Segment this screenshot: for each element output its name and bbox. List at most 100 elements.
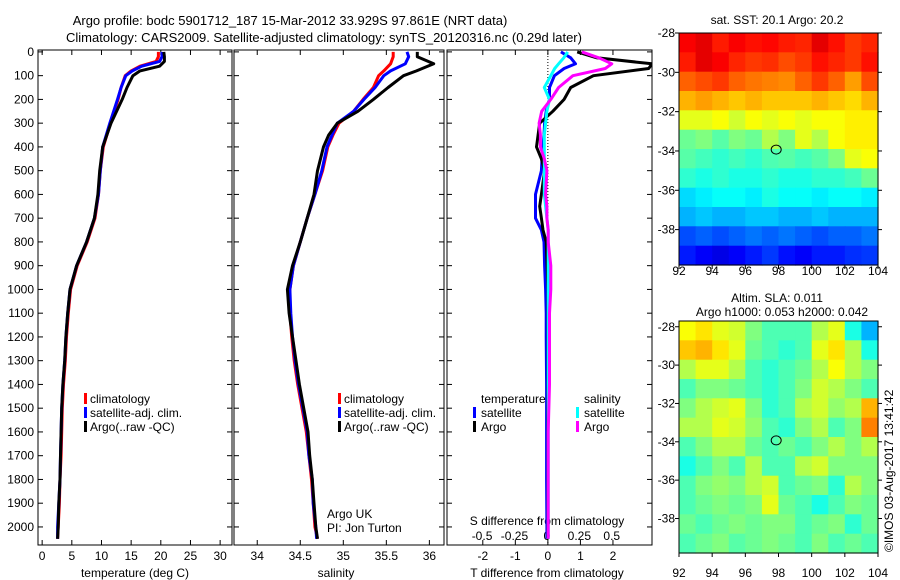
- heatmap-cell: [861, 437, 879, 457]
- heatmap-cell: [761, 456, 780, 477]
- heatmap-cell: [811, 245, 829, 266]
- depth-tick-label: 0: [27, 45, 34, 59]
- difference-legend: temperature satellite Argo salinity sate…: [473, 392, 625, 434]
- heatmap-cell: [695, 359, 713, 380]
- heatmap-cell: [778, 207, 796, 227]
- x-tick-label: 34.5: [289, 549, 313, 563]
- salinity-axes-frame: [233, 49, 445, 546]
- heatmap-cell: [778, 149, 796, 169]
- heatmap-cell: [679, 495, 697, 515]
- temperature-panel: 0100200300400500600700800900100011001200…: [7, 45, 233, 563]
- heatmap-cell: [712, 71, 730, 92]
- heatmap-cell: [811, 52, 829, 73]
- heatmap-cell: [861, 129, 879, 150]
- heatmap-cell: [844, 456, 862, 477]
- heatmap-cell: [745, 187, 763, 208]
- heatmap-cell: [861, 110, 879, 131]
- heatmap-cell: [778, 33, 796, 53]
- heatmap-cell: [728, 91, 746, 111]
- heatmap-cell: [844, 71, 862, 92]
- lat-tick-label: -38: [658, 223, 676, 237]
- heatmap-cell: [679, 71, 697, 92]
- legend-title-salinity: salinity: [584, 392, 621, 406]
- heatmap-cell: [844, 226, 862, 247]
- series-line-sal_argo: [537, 50, 614, 539]
- annotation-institution: Argo UK: [327, 507, 372, 521]
- legend-label-satellite: satellite-adj. clim.: [90, 406, 182, 420]
- heatmap-cell: [695, 321, 713, 341]
- heatmap-cell: [712, 417, 730, 438]
- depth-tick-label: 1100: [8, 306, 34, 320]
- lat-tick-label: -28: [658, 26, 676, 40]
- heatmap-cell: [844, 398, 862, 419]
- heatmap-cell: [811, 359, 829, 380]
- heatmap-cell: [695, 495, 713, 515]
- lat-tick-label: -34: [658, 144, 676, 158]
- lat-tick-label: -30: [658, 65, 676, 79]
- heatmap-cell: [844, 437, 862, 457]
- heatmap-cell: [795, 33, 813, 53]
- depth-tick-label: 1700: [7, 449, 34, 463]
- heatmap-cell: [795, 91, 813, 111]
- heatmap-cell: [695, 168, 713, 189]
- heatmap-cell: [695, 71, 713, 92]
- heatmap-cell: [712, 168, 730, 189]
- x-tick-label: 36: [423, 549, 437, 563]
- legend-swatch-satellite: [84, 407, 87, 418]
- heatmap-cell: [679, 129, 697, 150]
- salinity-panel: 34 34.5 35 35.5 36: [233, 49, 445, 563]
- depth-tick-label: 1900: [7, 496, 34, 510]
- legend-swatch-climatology: [84, 393, 87, 404]
- legend-label-climatology: climatology: [344, 392, 404, 406]
- heatmap-cell: [778, 245, 796, 266]
- temperature-legend: climatology satellite-adj. clim. Argo(..…: [84, 392, 182, 434]
- heatmap-cell: [795, 533, 813, 554]
- heatmap-cell: [828, 71, 846, 92]
- heatmap-cell: [844, 533, 862, 554]
- legend-label-t-argo: Argo: [481, 420, 507, 434]
- lon-tick-label: 104: [868, 566, 888, 580]
- heatmap-cell: [745, 417, 763, 438]
- heatmap-cell: [811, 475, 829, 496]
- heatmap-cell: [861, 226, 879, 247]
- heatmap-cell: [795, 110, 813, 131]
- depth-tick-label: 500: [14, 164, 34, 178]
- heatmap-cell: [728, 33, 746, 53]
- s-diff-tick-label: -0.5: [472, 529, 493, 543]
- lon-tick-label: 94: [705, 264, 719, 278]
- heatmap-cell: [828, 359, 846, 380]
- sla-map-title: Altim. SLA: 0.011: [731, 291, 823, 305]
- heatmap-cell: [844, 91, 862, 111]
- heatmap-cell: [844, 340, 862, 361]
- heatmap-cell: [844, 495, 862, 515]
- heatmap-cell: [795, 437, 813, 457]
- heatmap-cell: [745, 110, 763, 131]
- heatmap-cell: [795, 456, 813, 477]
- heatmap-cell: [712, 437, 730, 457]
- heatmap-cell: [745, 321, 763, 341]
- heatmap-cell: [778, 71, 796, 92]
- heatmap-cell: [828, 379, 846, 399]
- series-line-argo: [535, 50, 652, 539]
- heatmap-cell: [778, 187, 796, 208]
- legend-label-argo: Argo(..raw -QC): [344, 420, 429, 434]
- x-tick-label: 30: [213, 549, 227, 563]
- difference-axes-frame: [446, 49, 653, 546]
- heatmap-cell: [778, 475, 796, 496]
- x-tick-label: 34: [251, 549, 265, 563]
- heatmap-cell: [828, 91, 846, 111]
- heatmap-cell: [712, 379, 730, 399]
- heatmap-cell: [745, 207, 763, 227]
- heatmap-cell: [795, 168, 813, 189]
- heatmap-cell: [745, 340, 763, 361]
- heatmap-cell: [712, 495, 730, 515]
- heatmap-cell: [761, 340, 780, 361]
- heatmap-cell: [679, 533, 697, 554]
- x-tick-label: -2: [477, 549, 488, 563]
- heatmap-cell: [679, 33, 697, 53]
- heatmap-cell: [761, 495, 780, 515]
- heatmap-cell: [679, 514, 697, 535]
- heatmap-cell: [695, 456, 713, 477]
- heatmap-cell: [728, 456, 746, 477]
